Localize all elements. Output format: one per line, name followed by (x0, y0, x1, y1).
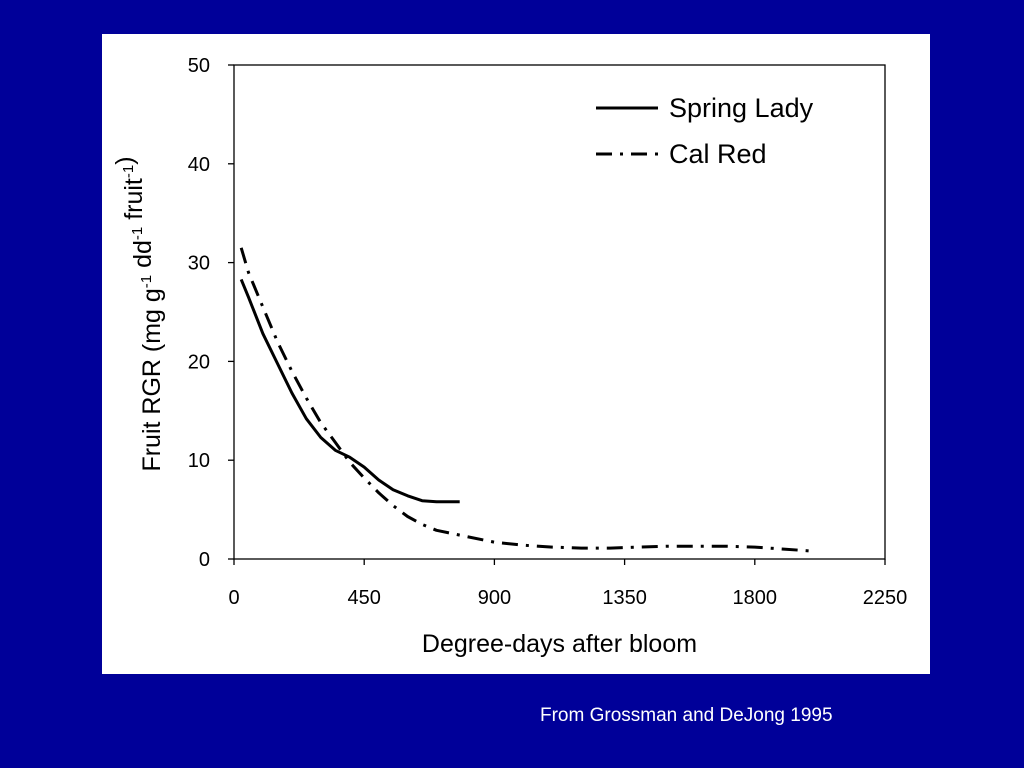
x-axis-ticks: 0 450 900 1350 1800 2250 (228, 559, 907, 609)
x-tick-label: 1800 (733, 587, 778, 609)
x-tick-label: 1350 (602, 587, 647, 609)
x-tick-label: 2250 (863, 587, 908, 609)
y-tick-label: 50 (188, 55, 210, 77)
legend-label: Cal Red (669, 139, 767, 169)
series-line-cal-red (239, 247, 813, 553)
plot-frame (233, 64, 886, 560)
y-tick-label: 40 (188, 154, 210, 176)
x-tick-label: 0 (228, 587, 239, 609)
chart-panel: 0 450 900 1350 1800 2250 0 10 20 30 40 50 Spring L… (102, 34, 930, 674)
y-axis-title-text: dd (129, 240, 157, 275)
y-tick-label: 30 (188, 253, 210, 275)
chart-svg: 0 450 900 1350 1800 2250 0 10 20 30 40 50 Spring L… (111, 55, 907, 658)
x-tick-label: 900 (478, 587, 511, 609)
y-tick-label: 10 (188, 450, 210, 472)
series-layer (239, 247, 813, 553)
y-axis-title-text: Fruit RGR (mg g (138, 288, 166, 471)
y-axis-title: Fruit RGR (mg g-1 dd-1 fruit-1) (111, 156, 166, 471)
x-tick-label: 450 (348, 587, 381, 609)
plot-border (233, 64, 886, 560)
y-tick-label: 20 (188, 351, 210, 373)
y-axis-title-superscript: -1 (120, 165, 137, 178)
legend: Spring Lady Cal Red (596, 93, 814, 169)
y-tick-label: 0 (199, 549, 210, 571)
x-axis-title: Degree-days after bloom (422, 630, 697, 658)
y-axis-title-superscript: -1 (138, 275, 155, 288)
y-axis-title-text: ) (111, 156, 139, 164)
y-axis-ticks: 0 10 20 30 40 50 (188, 55, 234, 571)
y-axis-title-text: fruit (120, 178, 148, 227)
series-line-spring-lady (239, 278, 460, 504)
y-axis-title-superscript: -1 (129, 227, 146, 240)
legend-label: Spring Lady (669, 93, 814, 123)
source-citation: From Grossman and DeJong 1995 (540, 705, 833, 726)
